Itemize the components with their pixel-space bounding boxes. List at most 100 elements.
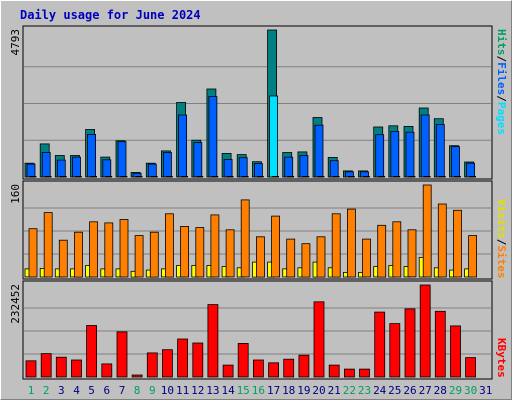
bar-kbytes — [207, 304, 219, 378]
bar-pages — [29, 175, 37, 178]
bar-pages — [135, 175, 143, 178]
bar-files — [405, 131, 415, 178]
chart-title: Daily usage for June 2024 — [20, 8, 201, 22]
legend-pages: Pages — [495, 102, 508, 135]
x-tick-label: 3 — [58, 384, 65, 397]
bars — [24, 29, 478, 378]
bar-files — [390, 131, 400, 178]
x-tick-label: 14 — [221, 384, 235, 397]
bar-sites — [362, 238, 371, 278]
bar-kbytes — [283, 358, 295, 378]
x-tick-label: 16 — [252, 384, 265, 397]
bar-sites — [210, 214, 220, 278]
bar-files — [102, 159, 112, 178]
bar-sites — [164, 213, 174, 278]
bar-sites — [407, 229, 417, 278]
bar-pages — [59, 175, 67, 178]
bar-sites — [346, 208, 356, 278]
bar-sites — [316, 236, 326, 278]
ymax-mid: 160 — [9, 184, 22, 204]
bar-files — [284, 156, 294, 178]
bar-kbytes — [328, 364, 340, 378]
bar-pages — [75, 175, 82, 178]
x-tick-label: 4 — [73, 384, 80, 397]
legend-kbytes: KBytes — [495, 338, 508, 378]
x-tick-label: 17 — [267, 384, 280, 397]
bar-pages — [120, 175, 128, 178]
bar-pages — [317, 175, 325, 178]
bar-pages — [408, 175, 416, 178]
bar-files — [314, 124, 324, 178]
bar-sites — [453, 209, 462, 278]
bar-kbytes — [434, 310, 446, 378]
x-tick-label: 11 — [176, 384, 189, 397]
bar-files — [56, 159, 66, 178]
legend-mid: Visits/Sites — [495, 199, 508, 279]
x-tick-label: 24 — [373, 384, 387, 397]
bar-files — [253, 163, 263, 178]
bar-kbytes — [404, 308, 416, 378]
x-tick-label: 12 — [191, 384, 204, 397]
bar-sites — [437, 203, 447, 278]
bar-kbytes — [298, 354, 310, 378]
bar-kbytes — [237, 342, 249, 378]
bar-files — [299, 155, 309, 178]
bar-pages — [226, 175, 234, 178]
bar-files — [193, 142, 203, 178]
bar-sites — [255, 236, 265, 278]
bar-pages — [438, 175, 446, 178]
bar-pages — [241, 175, 249, 178]
bar-files — [269, 95, 279, 178]
bar-pages — [90, 175, 97, 178]
bar-sites — [422, 184, 432, 278]
bar-sites — [180, 225, 190, 278]
x-tick-label: 31 — [479, 384, 492, 397]
bar-pages — [332, 175, 340, 178]
bar-kbytes — [116, 331, 128, 378]
bar-kbytes — [343, 368, 355, 378]
bar-pages — [211, 175, 219, 178]
x-tick-label: 27 — [419, 384, 432, 397]
bar-pages — [105, 175, 113, 178]
bar-sites — [89, 221, 98, 278]
legend-bot: KBytes — [495, 338, 508, 378]
bar-sites — [225, 229, 235, 278]
bar-kbytes — [146, 352, 158, 378]
x-tick-label: 7 — [119, 384, 126, 397]
bar-files — [420, 114, 430, 178]
bar-kbytes — [131, 374, 143, 378]
bar-sites — [392, 221, 402, 278]
x-tick-label: 1 — [28, 384, 35, 397]
x-tick-label: 29 — [449, 384, 462, 397]
bar-sites — [119, 219, 129, 278]
bar-pages — [423, 175, 431, 178]
bar-pages — [181, 175, 189, 178]
x-tick-label: 23 — [358, 384, 371, 397]
bar-files — [208, 96, 218, 178]
bar-kbytes — [25, 360, 37, 378]
x-tick-label: 19 — [297, 384, 310, 397]
bar-sites — [134, 235, 144, 278]
legend-top: Hits/Files/Pages — [495, 29, 508, 135]
bar-kbytes — [177, 338, 189, 378]
bar-files — [162, 152, 172, 178]
bar-pages — [272, 175, 280, 178]
bar-kbytes — [419, 284, 431, 378]
bar-kbytes — [86, 325, 97, 378]
bar-kbytes — [389, 323, 401, 378]
x-tick-label: 2 — [43, 384, 50, 397]
bar-kbytes — [465, 357, 477, 378]
bar-pages — [196, 175, 204, 178]
x-tick-label: 10 — [161, 384, 174, 397]
bar-sites — [468, 235, 478, 278]
bar-sites — [43, 212, 53, 278]
bar-pages — [165, 175, 173, 178]
bar-files — [238, 157, 248, 178]
bar-sites — [74, 231, 83, 278]
x-tick-label: 30 — [464, 384, 477, 397]
bar-pages — [150, 175, 158, 178]
x-tick-label: 20 — [312, 384, 325, 397]
bar-pages — [256, 175, 264, 178]
x-tick-label: 18 — [282, 384, 295, 397]
bar-kbytes — [55, 356, 67, 378]
